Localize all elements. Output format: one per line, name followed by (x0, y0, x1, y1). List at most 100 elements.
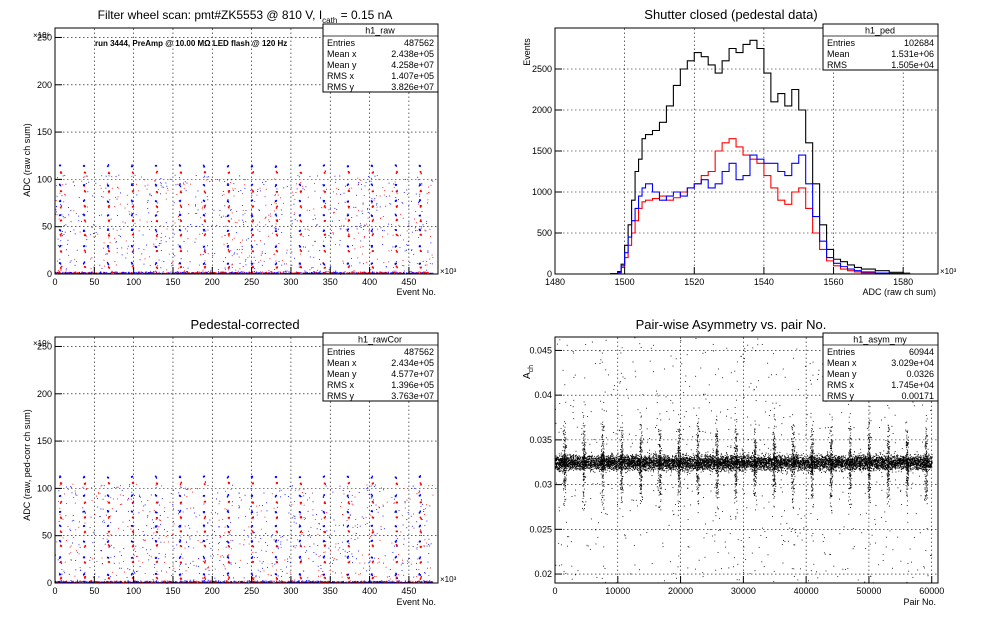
level-point (229, 172, 230, 174)
transition-point (163, 187, 164, 188)
level-point (420, 165, 421, 167)
level-point (155, 229, 156, 231)
transition-point (269, 221, 270, 222)
transition-point (352, 245, 353, 246)
transition-point (242, 193, 243, 194)
level-point (181, 192, 182, 194)
level-point (276, 166, 277, 168)
transition-point (178, 244, 179, 245)
baseline-point (57, 272, 58, 273)
transition-point (239, 220, 240, 221)
baseline-point (363, 272, 364, 273)
level-point (228, 165, 229, 167)
transition-point (304, 189, 305, 190)
transition-point (406, 250, 407, 251)
level-point (205, 192, 206, 194)
transition-point (80, 232, 81, 233)
level-point (300, 476, 301, 478)
transition-point (238, 271, 239, 272)
transition-point (299, 176, 300, 177)
level-point (396, 477, 397, 479)
transition-point (363, 204, 364, 205)
level-point (108, 557, 109, 559)
baseline-point (249, 272, 250, 273)
transition-point (87, 191, 88, 192)
transition-point (348, 202, 349, 203)
transition-point (391, 250, 392, 251)
baseline-point (274, 272, 275, 273)
transition-point (366, 224, 367, 225)
baseline-point (136, 272, 137, 273)
transition-point (371, 181, 372, 182)
transition-point (247, 257, 248, 258)
transition-point (135, 223, 136, 224)
transition-point (334, 212, 335, 213)
transition-point (139, 230, 140, 231)
transition-point (404, 271, 405, 272)
transition-point (265, 196, 266, 197)
transition-point (195, 213, 196, 214)
transition-point (63, 218, 64, 219)
transition-point (240, 263, 241, 264)
transition-point (116, 241, 117, 242)
transition-point (279, 219, 280, 220)
transition-point (188, 213, 189, 214)
level-point (301, 207, 302, 209)
baseline-point (335, 272, 336, 273)
transition-point (278, 195, 279, 196)
transition-point (315, 218, 316, 219)
transition-point (369, 230, 370, 231)
transition-point (398, 235, 399, 236)
transition-point (309, 210, 310, 211)
level-point (85, 545, 86, 547)
transition-point (307, 210, 308, 211)
x-exponent-label: ×10³ (440, 575, 457, 584)
baseline-point (276, 272, 277, 273)
transition-point (315, 241, 316, 242)
transition-point (167, 229, 168, 230)
level-point (277, 266, 278, 268)
transition-point (323, 190, 324, 191)
transition-point (325, 203, 326, 204)
level-point (253, 234, 254, 236)
level-point (181, 502, 182, 504)
transition-point (308, 197, 309, 198)
transition-point (73, 181, 74, 182)
transition-point (170, 179, 171, 180)
transition-point (320, 198, 321, 199)
transition-point (333, 272, 334, 273)
level-point (181, 545, 182, 547)
baseline-point (105, 272, 106, 273)
baseline-point (170, 272, 171, 273)
transition-point (187, 238, 188, 239)
level-point (84, 577, 85, 579)
level-point (301, 561, 302, 563)
transition-point (292, 220, 293, 221)
level-point (301, 221, 302, 223)
transition-point (304, 271, 305, 272)
x-axis-label: Event No. (396, 287, 436, 297)
transition-point (161, 183, 162, 184)
transition-point (165, 236, 166, 237)
level-point (109, 578, 110, 580)
level-point (204, 166, 205, 168)
level-point (253, 561, 254, 563)
level-point (421, 205, 422, 207)
transition-point (202, 207, 203, 208)
level-point (396, 245, 397, 247)
level-point (229, 205, 230, 207)
transition-point (151, 221, 152, 222)
level-point (349, 577, 350, 579)
baseline-point (380, 271, 381, 272)
transition-point (59, 219, 60, 220)
level-point (85, 517, 86, 519)
transition-point (358, 182, 359, 183)
baseline-point (163, 271, 164, 272)
baseline-point (306, 272, 307, 273)
transition-point (147, 185, 148, 186)
level-point (276, 574, 277, 576)
transition-point (235, 270, 236, 271)
transition-point (136, 194, 137, 195)
level-point (228, 578, 229, 580)
baseline-point (273, 273, 274, 274)
